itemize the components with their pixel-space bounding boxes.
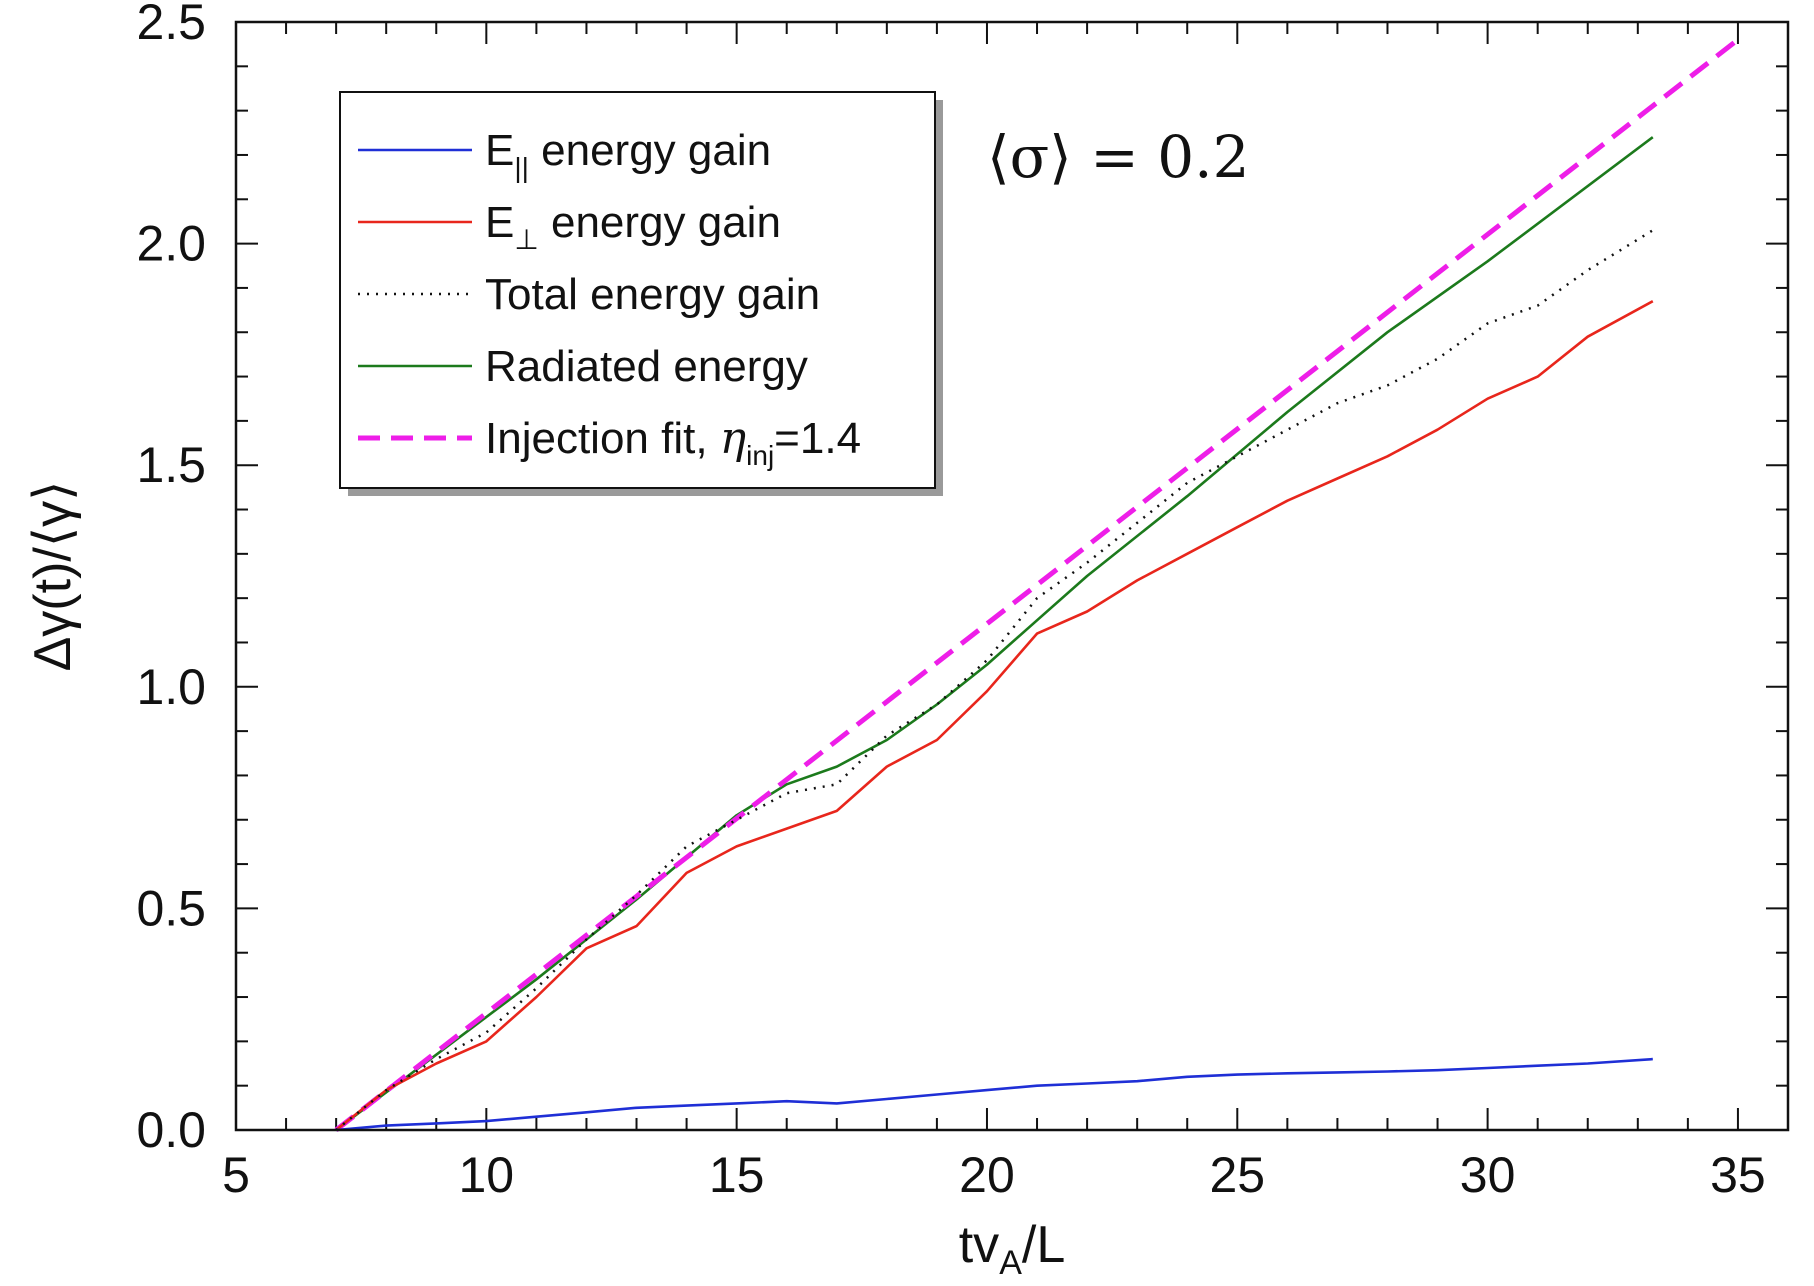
x-tick-label: 25	[1209, 1147, 1265, 1203]
plot-frame	[234, 20, 1790, 1132]
y-tick-label: 1.0	[136, 659, 206, 715]
series-layer	[334, 37, 1740, 1132]
y-tick-label: 0.5	[136, 880, 206, 936]
sigma-annotation: ⟨σ⟩ = 0.2	[987, 123, 1250, 191]
x-tick-label: 35	[1710, 1147, 1766, 1203]
x-tick-label: 15	[709, 1147, 765, 1203]
legend-label-4: Injection fit, ηinj=1.4	[485, 413, 861, 471]
legend-label-0: E|| energy gain	[485, 126, 771, 183]
legend-label-3: Radiated energy	[485, 342, 808, 391]
series-line-3	[335, 136, 1654, 1132]
legend: E|| energy gain E⊥ energy gain Total energ…	[339, 91, 943, 496]
y-axis-label: Δγ(t)/⟨γ⟩	[24, 481, 82, 672]
series-line-1	[335, 300, 1654, 1132]
tick-labels: 5 10 15 20 25 30 35 0.0 0.5 1.0 1.5 2.0 2.5	[136, 0, 1765, 1203]
series-line-2	[335, 229, 1654, 1131]
x-tick-label: 30	[1460, 1147, 1516, 1203]
legend-box	[339, 91, 936, 489]
series-line-0	[335, 1057, 1653, 1132]
legend-label-1: E⊥ energy gain	[485, 198, 781, 255]
x-tick-label: 10	[459, 1147, 515, 1203]
y-tick-label: 0.0	[136, 1102, 206, 1158]
y-tick-label: 1.5	[136, 437, 206, 493]
x-tick-label: 5	[222, 1147, 250, 1203]
axis-ticks	[235, 21, 1789, 1131]
y-tick-label: 2.5	[136, 0, 206, 50]
y-tick-label: 2.0	[136, 216, 206, 272]
x-axis-label: tvA/L	[959, 1216, 1066, 1282]
legend-label-2: Total energy gain	[485, 270, 820, 319]
x-tick-label: 20	[959, 1147, 1015, 1203]
